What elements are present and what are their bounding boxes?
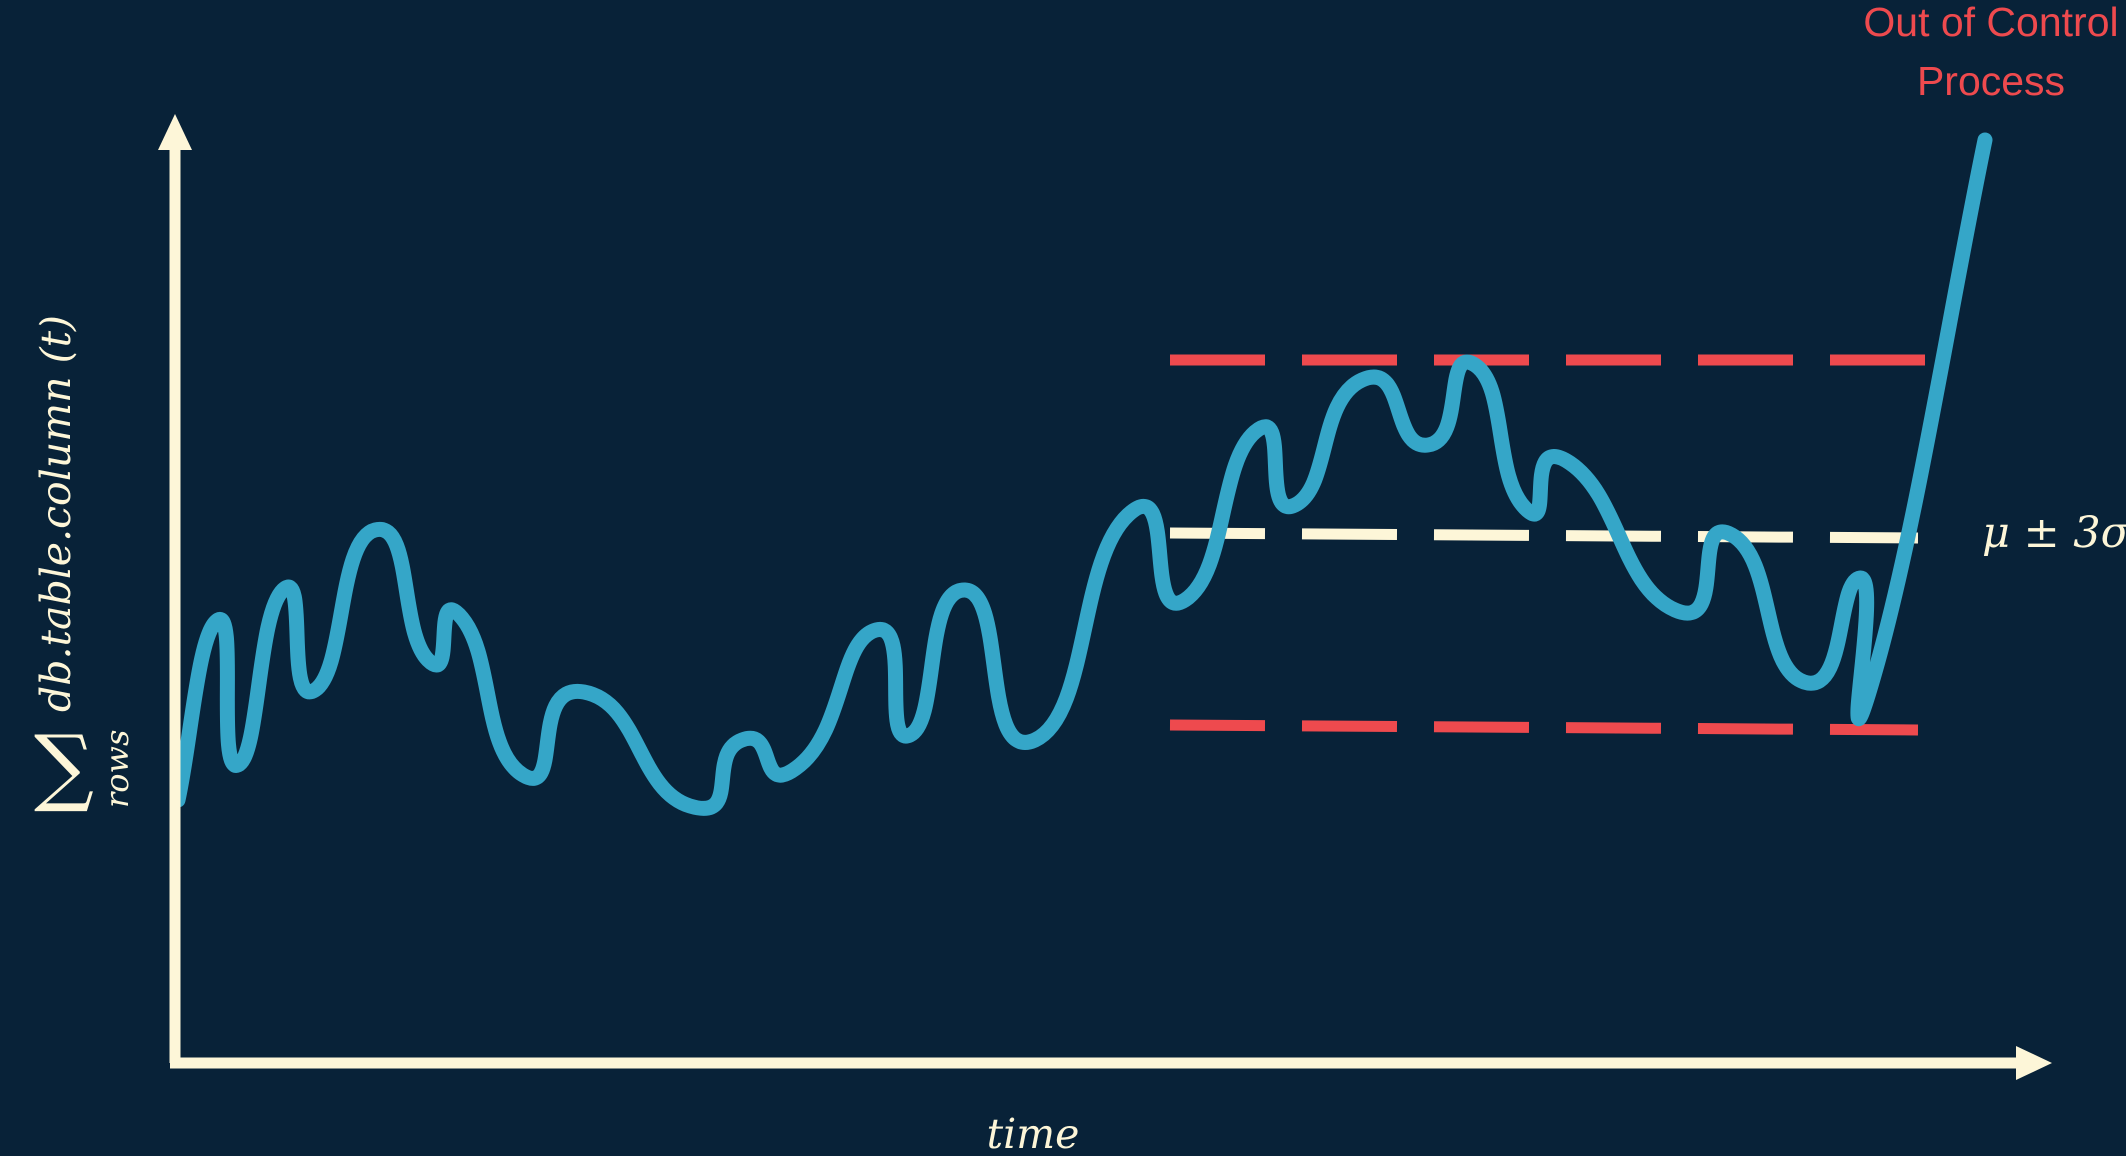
y-axis-sum-symbol: ∑ <box>34 717 94 815</box>
lower-control-limit <box>1169 719 1919 736</box>
y-axis-arrowhead <box>158 114 192 150</box>
y-axis-sum-subscript: rows <box>98 730 136 808</box>
x-axis-arrowhead <box>2016 1046 2052 1080</box>
x-axis-label: time <box>987 1110 1080 1156</box>
y-axis-label: db.table.column (t) <box>32 315 80 712</box>
band-label: μ ± 3σ <box>1982 508 2126 558</box>
signal-line <box>170 132 1993 816</box>
out-of-control-label-line1: Out of Control <box>1863 0 2118 45</box>
center-mean-line <box>1169 527 1919 544</box>
out-of-control-label-line2: Process <box>1917 58 2065 104</box>
